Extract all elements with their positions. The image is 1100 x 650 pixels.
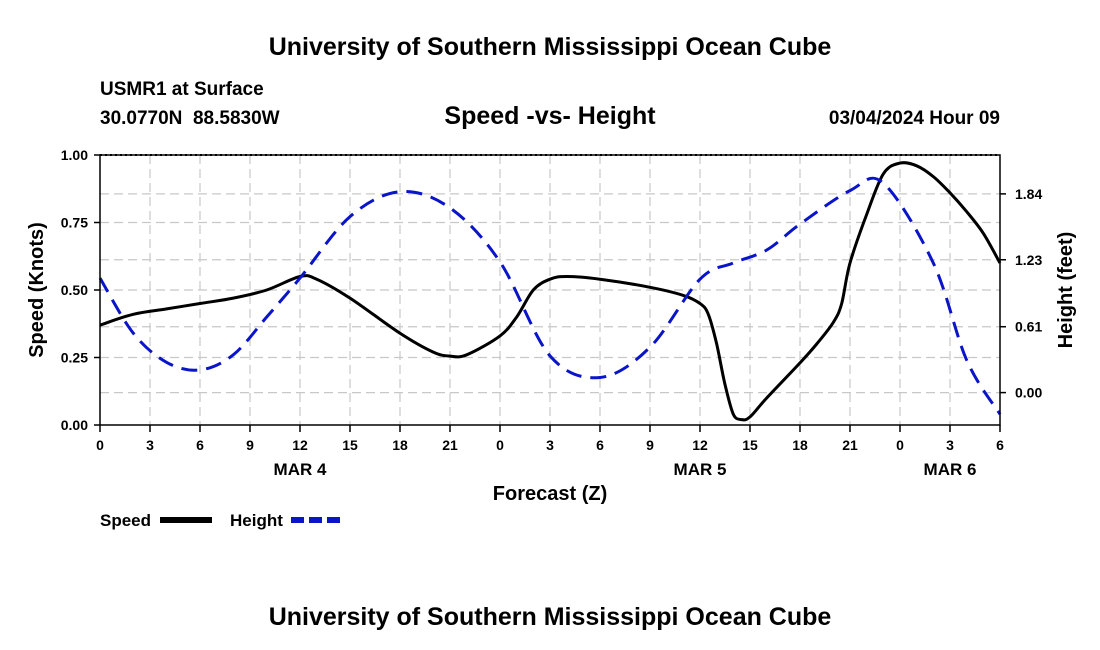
ticks: 0 3 6 9 12 15 18 21 0 3 6 9 12 15 18 21 0 3 6 0.00 0.25 0.50 0… xyxy=(61,147,1043,479)
legend-speed-label: Speed xyxy=(100,511,151,530)
y-tick-label: 0.50 xyxy=(61,282,88,298)
main-title: University of Southern Mississippi Ocean… xyxy=(269,33,832,61)
series-lines xyxy=(98,161,1002,422)
legend-height-label: Height xyxy=(230,511,283,530)
y2-tick-label: 1.84 xyxy=(1015,186,1042,202)
x-tick-label: 15 xyxy=(342,437,358,453)
x-tick-label: 0 xyxy=(96,437,104,453)
footer-title: University of Southern Mississippi Ocean… xyxy=(269,603,832,631)
x-axis-label: Forecast (Z) xyxy=(493,483,607,505)
x-tick-label: 0 xyxy=(496,437,504,453)
y-tick-label: 1.00 xyxy=(61,147,88,163)
x-tick-label: 3 xyxy=(946,437,954,453)
y2-axis-label: Height (feet) xyxy=(1055,232,1077,349)
x-tick-label: 3 xyxy=(546,437,554,453)
chart-title: Speed -vs- Height xyxy=(444,102,656,130)
x-tick-label: 21 xyxy=(442,437,458,453)
y2-tick-label: 0.00 xyxy=(1015,385,1042,401)
x-tick-label: 3 xyxy=(146,437,154,453)
grid xyxy=(100,155,1000,425)
x-tick-label: 18 xyxy=(392,437,408,453)
x-tick-label: 6 xyxy=(596,437,604,453)
y2-tick-label: 1.23 xyxy=(1015,252,1042,268)
y-tick-label: 0.75 xyxy=(61,215,88,231)
x-tick-label: 15 xyxy=(742,437,758,453)
series-line-height xyxy=(98,176,1002,416)
x-tick-label: 9 xyxy=(246,437,254,453)
date-label: MAR 5 xyxy=(674,460,727,479)
x-tick-label: 12 xyxy=(692,437,708,453)
x-tick-label: 21 xyxy=(842,437,858,453)
x-tick-label: 0 xyxy=(896,437,904,453)
x-tick-label: 6 xyxy=(196,437,204,453)
y-tick-label: 0.00 xyxy=(61,417,88,433)
series-line-speed xyxy=(99,161,1002,422)
x-tick-label: 6 xyxy=(996,437,1004,453)
y2-tick-label: 0.61 xyxy=(1015,319,1042,335)
y-axis-label: Speed (Knots) xyxy=(26,222,48,358)
y-tick-label: 0.25 xyxy=(61,350,88,366)
x-tick-label: 18 xyxy=(792,437,808,453)
x-tick-label: 9 xyxy=(646,437,654,453)
station-coords: 30.0770N 88.5830W xyxy=(100,108,280,129)
date-label: 03/04/2024 Hour 09 xyxy=(829,108,1000,129)
x-tick-label: 12 xyxy=(292,437,308,453)
station-label: USMR1 at Surface xyxy=(100,79,264,100)
date-label: MAR 6 xyxy=(924,460,977,479)
date-label: MAR 4 xyxy=(274,460,327,479)
